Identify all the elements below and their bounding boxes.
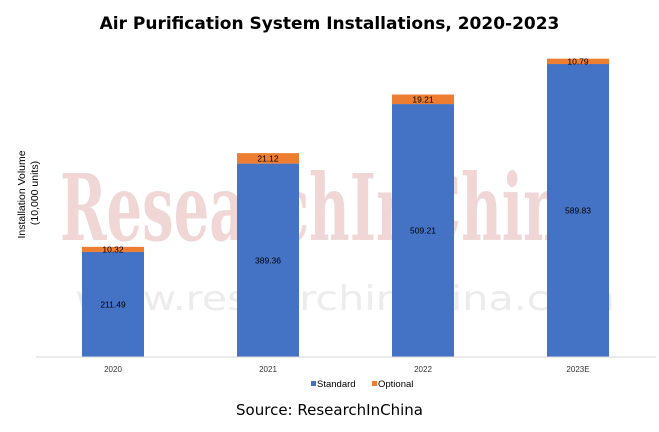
legend-label-standard: Standard	[317, 379, 356, 390]
watermark-logo: ResearchInChina	[60, 154, 600, 262]
data-label-standard-2020: 211.49	[100, 299, 126, 309]
bar-standard-2023e	[547, 64, 609, 358]
x-tick-label: 2023E	[566, 365, 589, 374]
bar-optional-2020	[82, 246, 144, 252]
data-label-standard-2021: 389.36	[255, 255, 281, 265]
bar-optional-2023e	[547, 58, 609, 65]
bar-standard-2022	[392, 104, 454, 357]
chart-title: Air Purification System Installations, 2…	[99, 14, 560, 34]
watermark: ResearchInChina www.researchinchina.com	[60, 154, 615, 319]
watermark-url: www.researchinchina.com	[75, 279, 615, 319]
legend-swatch-standard	[311, 381, 316, 386]
bar-standard-2021	[237, 163, 299, 357]
x-tick-labels: 2020 2021 2022 2023E	[104, 365, 589, 374]
data-label-standard-2023e: 589.83	[565, 206, 591, 216]
data-label-optional-2021: 21.12	[257, 153, 279, 163]
legend: Standard Optional	[311, 379, 413, 390]
source-note: Source: ResearchInChina	[236, 401, 423, 419]
bar-standard-2020	[82, 251, 144, 357]
legend-label-optional: Optional	[378, 379, 413, 390]
data-label-optional-2020: 10.32	[102, 244, 124, 254]
data-label-optional-2023e: 10.79	[567, 56, 589, 66]
x-tick-label: 2021	[259, 365, 277, 374]
bar-optional-2022	[392, 94, 454, 105]
bar-optional-2021	[237, 153, 299, 164]
legend-swatch-optional	[372, 381, 377, 386]
y-axis-label: Installation Volume (10,000 units)	[16, 147, 41, 238]
x-tick-label: 2022	[414, 365, 432, 374]
data-label-standard-2022: 509.21	[410, 226, 436, 236]
y-axis-label-line-2: (10,000 units)	[29, 161, 41, 225]
y-axis-label-line-1: Installation Volume	[16, 150, 28, 238]
data-label-optional-2022: 19.21	[412, 94, 434, 104]
x-tick-label: 2020	[104, 365, 122, 374]
bars-group: 211.49 10.32 389.36 21.12 509.21 19.21 589.83 1…	[82, 56, 609, 358]
